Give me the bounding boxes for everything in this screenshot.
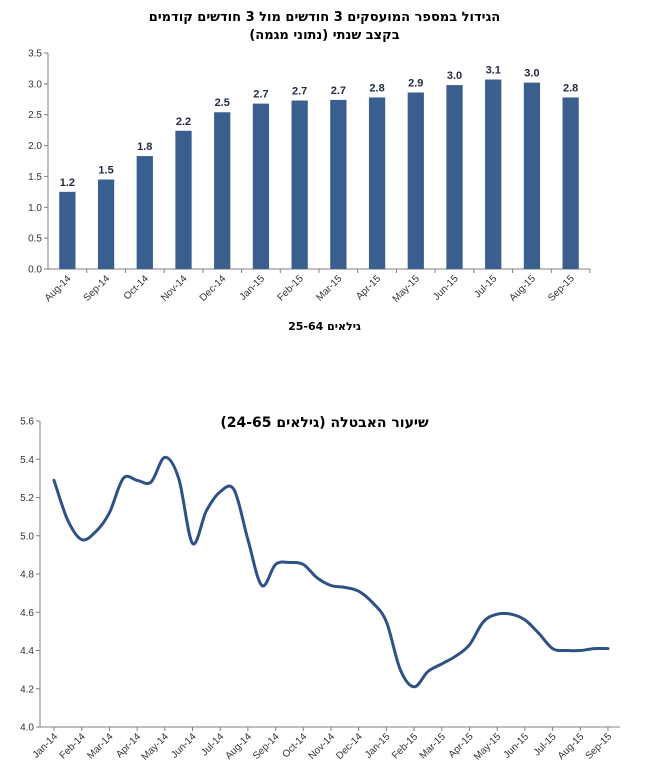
- chart2-x-tick-label: Dec-14: [334, 731, 365, 762]
- chart2-x-tick-label: Mar-15: [418, 731, 448, 761]
- chart1-x-tick-label: Mar-15: [314, 273, 344, 303]
- chart1-subtitle: בקצב שנתי (נתוני מגמה): [249, 28, 400, 43]
- chart2-x-tick-label: Feb-14: [58, 731, 88, 761]
- chart2-x-tick-label: Feb-15: [390, 731, 420, 761]
- chart1-y-tick-label: 3.5: [28, 49, 42, 60]
- chart1-y-tick-label: 1.5: [28, 172, 42, 183]
- chart2-x-tick-label: Nov-14: [307, 731, 338, 762]
- chart1-plot: 0.0 0.5 1.0 1.5 2.0 2.5 3.0 3.5 1.2 Aug-14 1.5 Sep-…: [28, 49, 591, 305]
- chart1-data-label: 3.0: [447, 70, 462, 82]
- chart1-bar: [485, 79, 502, 269]
- chart1-bar: [407, 92, 424, 269]
- chart2-x-tick-label: Jan-15: [363, 731, 393, 761]
- chart1-bar: [214, 112, 231, 269]
- chart1-x-tick-label: Jul-15: [472, 273, 499, 300]
- chart1-title: הגידול במספר המועסקים 3 חודשים מול 3 חוד…: [148, 10, 501, 25]
- chart1-bar: [136, 156, 153, 269]
- chart2-x-tick-label: Jun-14: [169, 731, 199, 761]
- chart1-x-tick-label: Nov-14: [159, 273, 190, 304]
- chart1-x-tick-label: Sep-14: [82, 273, 113, 304]
- chart1-y-tick-label: 3.0: [28, 79, 42, 90]
- chart1-data-label: 1.5: [98, 165, 113, 177]
- chart2-title: שיעור האבטלה (גילאים 24-65): [220, 415, 429, 431]
- chart1-data-label: 1.2: [60, 177, 75, 189]
- chart2-x-tick-label: Aug-14: [223, 731, 254, 762]
- chart1-data-label: 2.7: [292, 86, 307, 98]
- chart1-data-label: 2.2: [176, 116, 191, 128]
- chart1-x-axis-label: גילאים 25-64: [288, 320, 361, 333]
- chart2-y-tick-label: 5.0: [20, 531, 34, 542]
- chart1-x-tick-label: Jan-15: [238, 273, 268, 303]
- chart1-y-tick-label: 2.5: [28, 110, 42, 121]
- chart1-x-tick-label: May-15: [391, 273, 423, 305]
- chart1-data-label: 2.8: [369, 82, 384, 94]
- chart2-y-tick-label: 4.6: [20, 608, 34, 619]
- chart2-x-tick-label: May-14: [140, 731, 172, 763]
- chart1-data-label: 3.1: [486, 65, 501, 77]
- chart1-bar: [446, 85, 463, 269]
- chart2-x-tick-label: Jan-14: [31, 731, 61, 761]
- employment-growth-chart: הגידול במספר המועסקים 3 חודשים מול 3 חוד…: [0, 0, 649, 345]
- chart1-data-label: 2.8: [563, 82, 578, 94]
- chart2-y-tick-label: 4.8: [20, 570, 34, 581]
- chart1-y-tick-label: 0.0: [28, 265, 42, 276]
- chart2-y-tick-label: 5.2: [20, 493, 34, 504]
- chart1-x-tick-label: Aug-14: [43, 273, 74, 304]
- chart2-y-tick-label: 5.4: [20, 455, 34, 466]
- chart1-x-tick-label: Aug-15: [507, 273, 538, 304]
- chart1-bar: [291, 100, 308, 270]
- chart1-bar: [562, 97, 579, 269]
- chart2-x-tick-label: Oct-14: [280, 731, 309, 760]
- chart2-x-tick-label: Aug-15: [556, 731, 587, 762]
- chart1-x-tick-label: Dec-14: [198, 273, 229, 304]
- chart2-x-tick-label: Mar-14: [85, 731, 115, 761]
- chart1-data-label: 2.7: [331, 85, 346, 97]
- chart1-bar: [59, 191, 76, 269]
- chart1-data-label: 3.0: [524, 68, 539, 80]
- chart1-bar: [252, 103, 270, 269]
- chart1-x-tick-label: Feb-15: [276, 273, 306, 303]
- chart1-x-tick-label: Oct-14: [122, 273, 151, 302]
- chart1-x-tick-label: Sep-15: [546, 273, 577, 304]
- chart1-bar: [523, 82, 541, 269]
- chart1-bar: [175, 130, 192, 269]
- chart2-y-tick-label: 4.0: [20, 723, 34, 734]
- chart1-data-label: 2.7: [253, 89, 268, 101]
- chart1-data-label: 2.5: [215, 97, 230, 109]
- chart2-series-line: [52, 455, 610, 689]
- chart1-y-tick-label: 2.0: [28, 141, 42, 152]
- chart2-x-tick-label: May-15: [472, 731, 504, 763]
- chart2-plot: 4.04.24.44.64.85.05.25.45.6Jan-14Feb-14M…: [20, 417, 620, 763]
- chart1-y-tick-label: 0.5: [28, 234, 42, 245]
- chart1-bar: [97, 179, 115, 269]
- chart2-x-tick-label: Apr-15: [447, 731, 476, 760]
- chart2-y-tick-label: 4.4: [20, 646, 34, 657]
- chart1-data-label: 1.8: [137, 141, 152, 153]
- chart2-x-tick-label: Jun-15: [502, 731, 532, 761]
- chart2-y-tick-label: 5.6: [20, 417, 34, 428]
- unemployment-rate-chart: שיעור האבטלה (גילאים 24-65) 4.0 4.2 4.4 4.6…: [0, 395, 649, 776]
- chart1-bar: [330, 99, 347, 269]
- chart1-bar: [368, 97, 386, 269]
- chart1-x-tick-label: Jun-15: [431, 273, 461, 303]
- chart1-x-tick-label: Apr-15: [354, 273, 383, 302]
- chart2-x-tick-label: Sep-14: [251, 731, 282, 762]
- chart2-x-tick-label: Sep-15: [584, 731, 615, 762]
- chart1-y-tick-label: 1.0: [28, 203, 42, 214]
- chart2-x-tick-label: Apr-14: [114, 731, 143, 760]
- chart1-data-label: 2.9: [408, 77, 423, 89]
- chart2-y-tick-label: 4.2: [20, 684, 34, 695]
